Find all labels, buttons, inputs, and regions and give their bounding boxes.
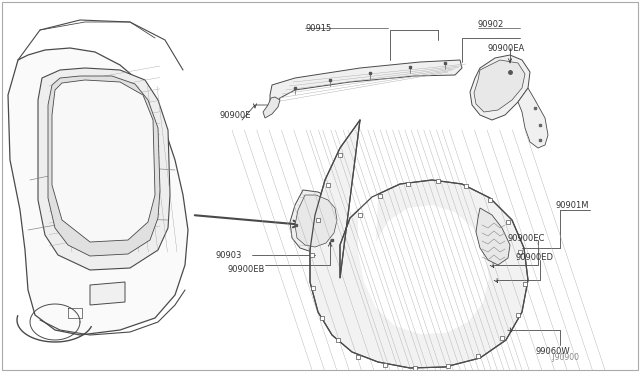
Text: 90901M: 90901M [555,201,589,209]
Text: 90900ED: 90900ED [516,253,554,263]
Polygon shape [48,76,160,256]
Polygon shape [90,282,125,305]
Text: 90900E: 90900E [220,110,252,119]
Text: .J90900: .J90900 [550,353,579,362]
Polygon shape [476,208,510,265]
Polygon shape [470,55,530,120]
Text: 99060W: 99060W [535,347,570,356]
Polygon shape [290,190,340,252]
Text: 90900EB: 90900EB [228,266,266,275]
Polygon shape [52,80,155,242]
Text: 90903: 90903 [215,250,241,260]
Polygon shape [295,195,337,247]
Polygon shape [38,68,170,270]
Polygon shape [518,88,548,148]
Polygon shape [8,48,188,335]
Polygon shape [263,97,280,118]
Polygon shape [474,60,525,112]
Text: 90900EA: 90900EA [488,44,525,52]
Text: 90915: 90915 [305,23,332,32]
Text: 90902: 90902 [478,19,504,29]
Polygon shape [270,60,462,110]
Polygon shape [310,120,528,368]
Polygon shape [358,148,489,334]
Text: 90900EC: 90900EC [508,234,545,243]
